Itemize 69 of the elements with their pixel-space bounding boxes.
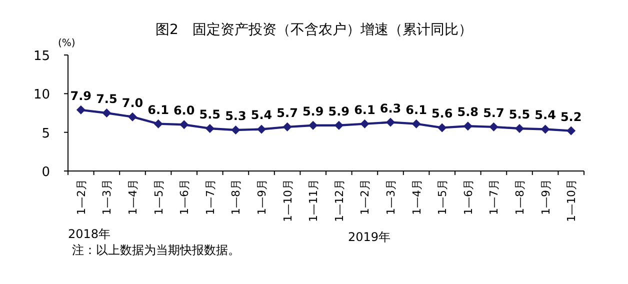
point [566, 126, 576, 136]
data-label: 5.7 [276, 106, 298, 120]
data-label: 5.6 [431, 106, 453, 121]
chart-title: 图2 固定资产投资（不含农户）增速（累计同比） [156, 22, 472, 38]
x-tick-label: 1—8月 [514, 179, 526, 215]
x-tick-label: 1—9月 [256, 179, 268, 215]
data-label: 5.9 [302, 104, 324, 118]
data-label: 7.0 [122, 96, 144, 110]
y-tick-label: 15 [33, 49, 50, 64]
point [180, 120, 189, 130]
point [463, 122, 472, 131]
point [515, 124, 524, 133]
data-label: 5.3 [225, 109, 246, 124]
x-tick-label: 1—9月 [539, 179, 552, 215]
point [231, 126, 240, 135]
point [308, 120, 318, 130]
point [360, 119, 370, 128]
data-label: 5.2 [560, 110, 582, 124]
x-tick-label: 1—10月 [565, 179, 578, 222]
data-label: 5.4 [250, 108, 272, 122]
x-tick-label: 1—7月 [488, 179, 501, 215]
x-tick-label: 1—4月 [410, 179, 424, 215]
point [386, 118, 395, 127]
y-tick-label: 0 [42, 165, 50, 180]
x-tick-label: 1—8月 [230, 179, 243, 215]
x-tick-label: 1—12月 [332, 179, 346, 222]
x-tick-label: 1—7月 [204, 179, 217, 215]
data-label: 5.8 [457, 105, 479, 120]
data-label: 6.1 [354, 102, 376, 117]
data-label: 5.4 [534, 108, 556, 122]
text: 注：以上数据为当期快报数据。 [72, 243, 240, 257]
point [412, 119, 421, 128]
point [205, 124, 214, 133]
x-tick-label: 1—4月 [126, 179, 140, 215]
data-label: 5.9 [328, 104, 350, 118]
data-label: 6.1 [406, 102, 427, 117]
data-label: 6.1 [148, 102, 169, 117]
point [334, 120, 344, 130]
point [540, 124, 550, 134]
data-label: 5.5 [508, 107, 530, 122]
data-label: 5.5 [199, 107, 221, 122]
point [128, 112, 137, 122]
x-tick-label: 1—2月 [358, 179, 372, 215]
point [76, 105, 86, 114]
point [282, 122, 292, 132]
x-tick-label: 1—2月 [74, 179, 88, 215]
point [154, 119, 163, 128]
y-tick-label: 10 [33, 88, 50, 103]
x-tick-label: 1—3月 [384, 179, 398, 215]
data-label: 7.9 [70, 88, 92, 103]
point [102, 108, 112, 118]
data-label: 6.0 [173, 104, 195, 118]
x-tick-label: 1—5月 [436, 179, 450, 215]
data-label: 5.7 [483, 106, 504, 120]
x-tick-label: 1—10月 [281, 179, 294, 222]
x-tick-label: 1—5月 [152, 179, 166, 215]
point [257, 124, 266, 134]
text: 2018年 [68, 227, 111, 241]
data-label: 6.3 [380, 101, 402, 116]
point [489, 122, 498, 132]
data-label: 7.5 [96, 92, 118, 106]
x-tick-label: 1—11月 [307, 179, 320, 222]
y-tick-label: 5 [42, 126, 50, 142]
x-tick-label: 1—3月 [100, 179, 114, 215]
point [438, 123, 447, 132]
x-tick-label: 1—6月 [462, 179, 475, 215]
y-axis-title: (%) [58, 38, 76, 49]
text: 2019年 [348, 230, 391, 244]
x-tick-label: 1—6月 [178, 179, 192, 215]
